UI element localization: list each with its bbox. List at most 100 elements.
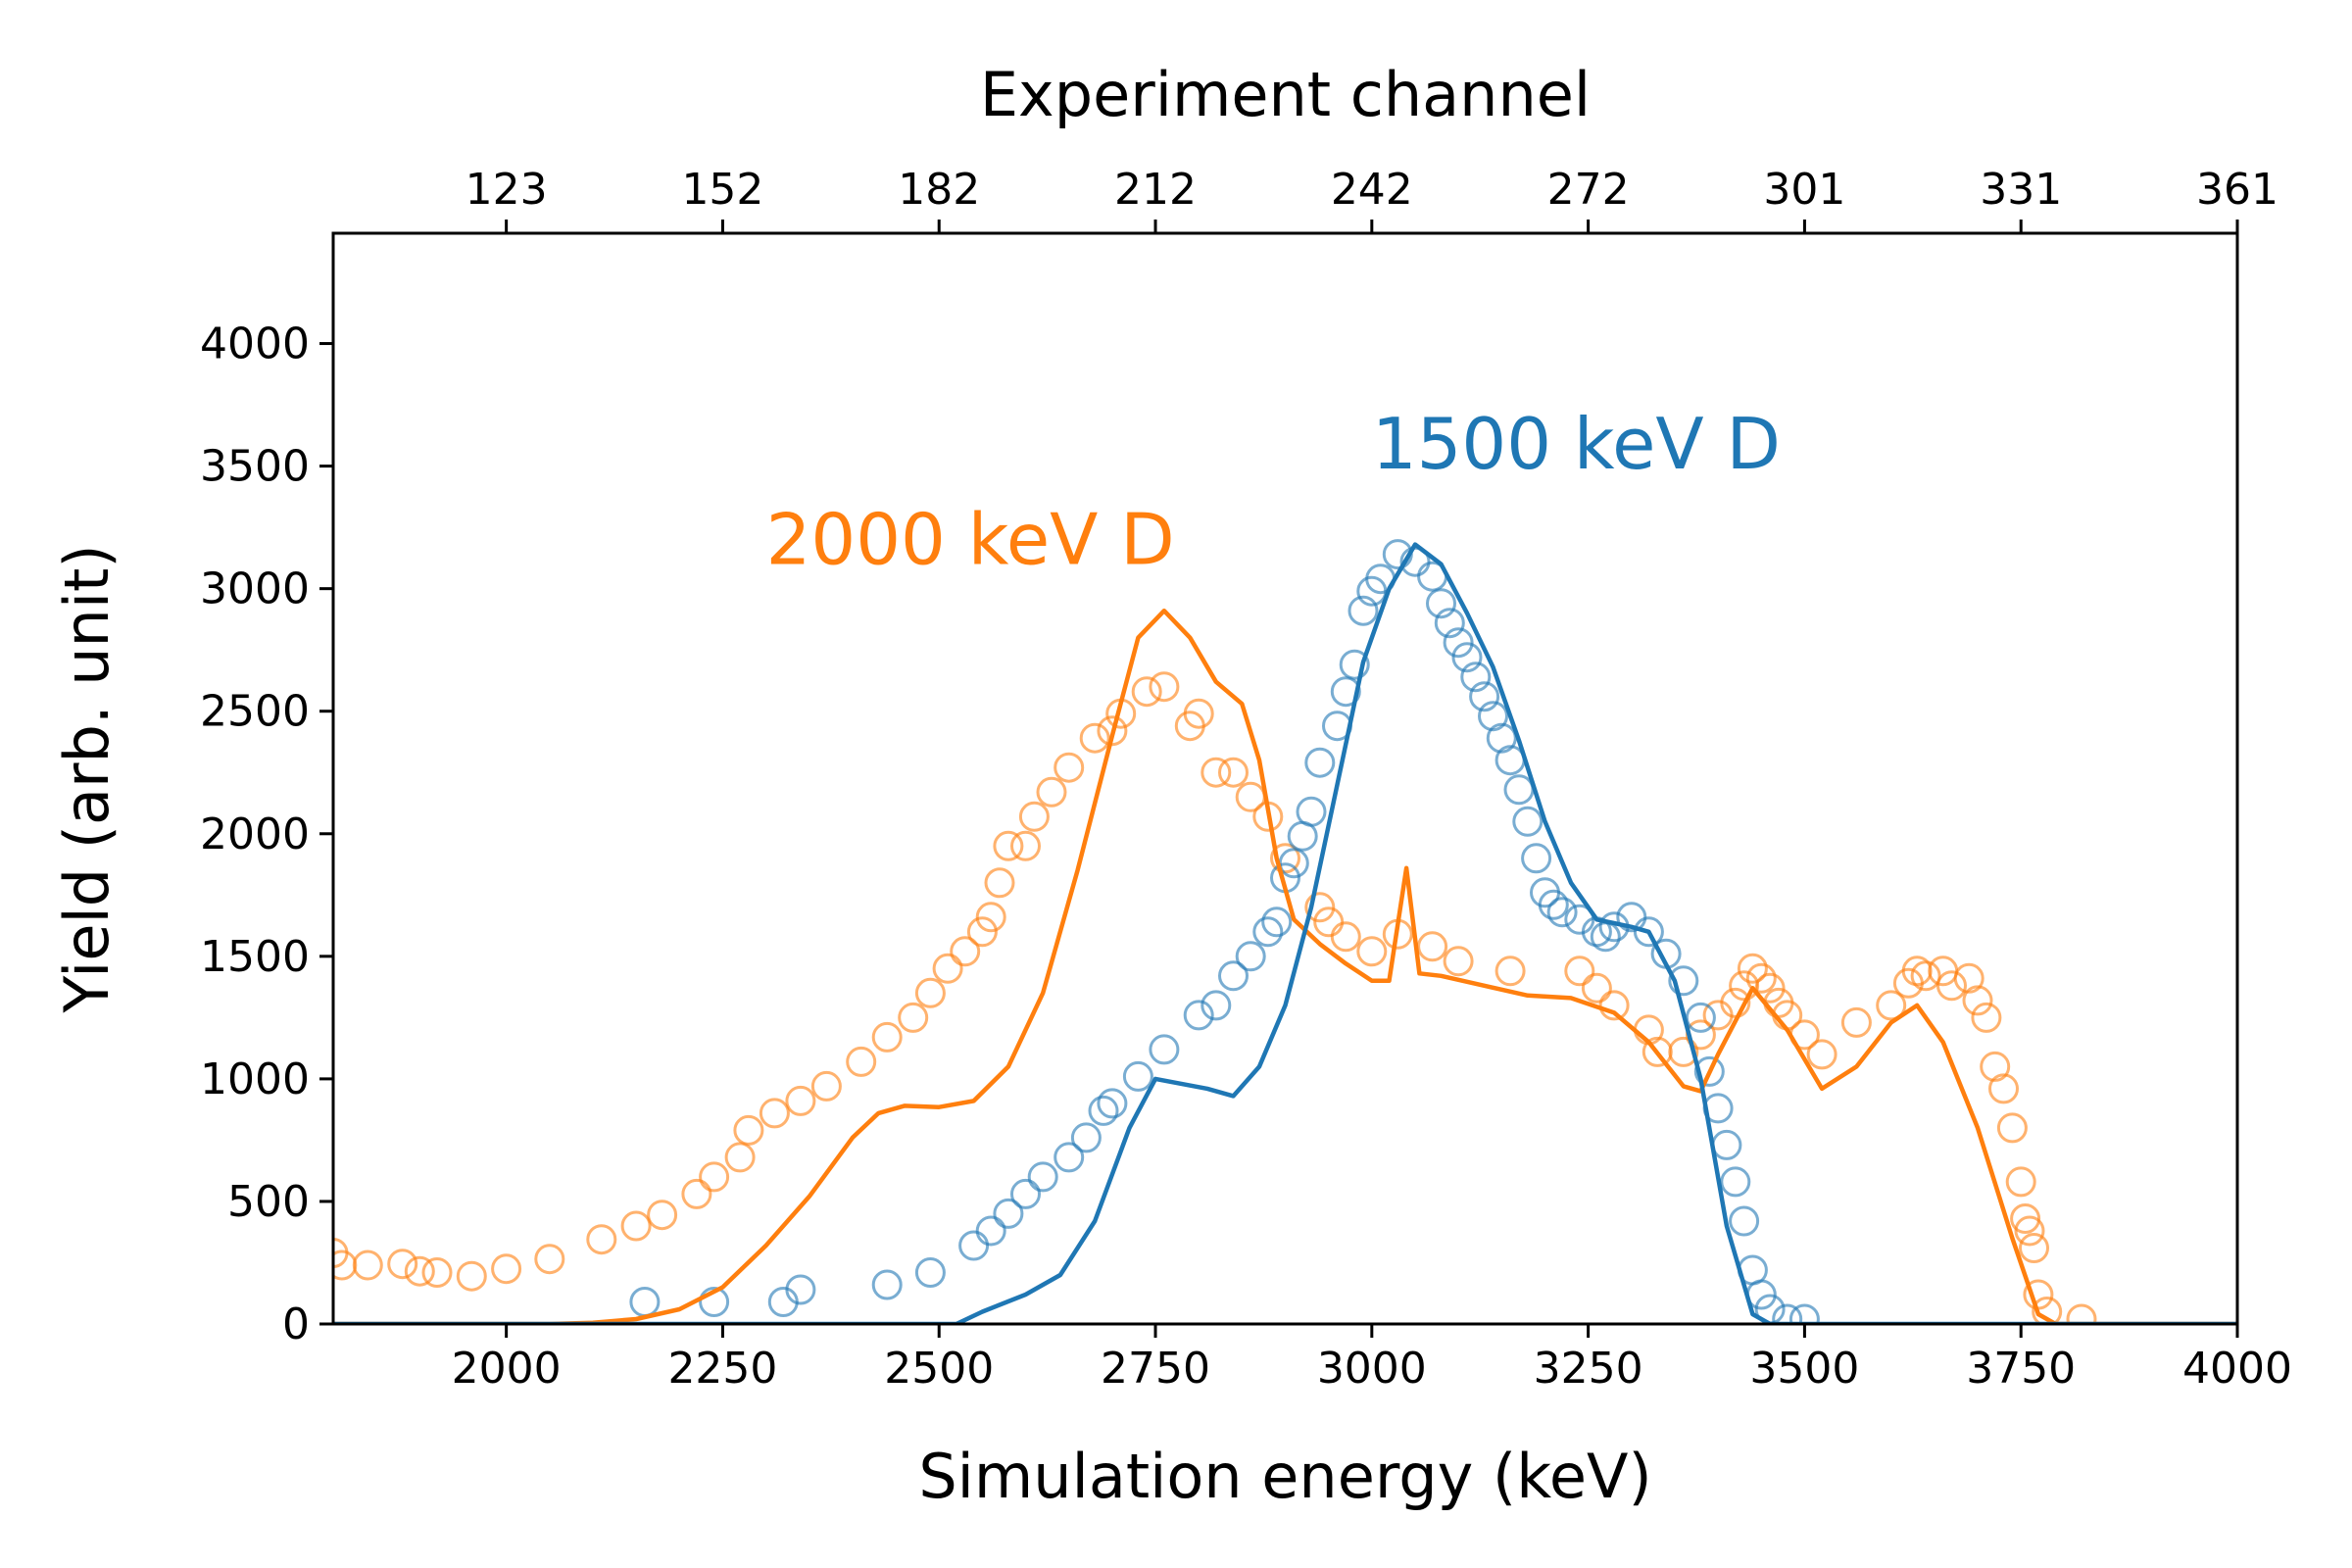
series-annotations: 2000 keV D 1500 keV D — [766, 403, 1781, 581]
experiment-point-1500-kev-d-11 — [1054, 1142, 1085, 1173]
experiment-point-1500-kev-d-26 — [1296, 796, 1327, 827]
experiment-point-2000-kev-d-39 — [1183, 698, 1214, 729]
experiment-point-2000-kev-d-13 — [699, 1161, 730, 1193]
experiment-point-2000-kev-d-26 — [975, 902, 1006, 933]
experiment-point-1500-kev-d-15 — [1122, 1060, 1153, 1092]
experiment-point-1500-kev-d-27 — [1304, 747, 1336, 778]
experiment-point-1500-kev-d-60 — [1685, 1002, 1716, 1033]
y-tick-label-1000: 1000 — [200, 1054, 310, 1104]
experiment-point-2000-kev-d-37 — [1149, 671, 1180, 703]
experiment-point-1500-kev-d-5 — [914, 1257, 946, 1288]
experiment-point-1500-kev-d-3 — [785, 1274, 816, 1305]
experiment-point-2000-kev-d-18 — [810, 1070, 842, 1102]
experiment-point-2000-kev-d-4 — [404, 1255, 435, 1287]
x-tick-label-3250: 3250 — [1534, 1344, 1643, 1394]
experiment-point-2000-kev-d-45 — [1304, 892, 1336, 923]
annotation-2000-kev-d: 2000 keV D — [766, 499, 1175, 581]
experiment-point-1500-kev-d-18 — [1200, 990, 1232, 1021]
experiment-point-2000-kev-d-20 — [871, 1021, 903, 1053]
experiment-point-1500-kev-d-29 — [1330, 676, 1361, 708]
x-tick-label-2750: 2750 — [1101, 1344, 1210, 1394]
top-tick-label-361: 361 — [2196, 165, 2278, 215]
experiment-point-2000-kev-d-48 — [1356, 936, 1388, 967]
experiment-point-2000-kev-d-19 — [846, 1046, 877, 1077]
experiment-point-2000-kev-d-10 — [620, 1210, 652, 1242]
experiment-point-2000-kev-d-5 — [421, 1257, 453, 1288]
experiment-point-2000-kev-d-89 — [2066, 1303, 2097, 1324]
experiment-point-2000-kev-d-40 — [1200, 757, 1232, 788]
y-tick-label-500: 500 — [227, 1177, 310, 1227]
y-tick-label-2000: 2000 — [200, 809, 310, 859]
experiment-point-1500-kev-d-14 — [1097, 1088, 1128, 1119]
x-tick-label-2250: 2250 — [667, 1344, 777, 1394]
top-tick-label-272: 272 — [1547, 165, 1630, 215]
experiment-point-2000-kev-d-22 — [914, 977, 946, 1008]
experiment-point-2000-kev-d-86 — [2019, 1233, 2049, 1263]
experiment-point-2000-kev-d-79 — [1971, 1002, 2002, 1033]
experiment-point-1500-kev-d-12 — [1070, 1122, 1102, 1153]
experiment-point-2000-kev-d-71 — [1876, 990, 1907, 1021]
top-tick-label-212: 212 — [1114, 165, 1197, 215]
experiment-point-1500-kev-d-38 — [1434, 608, 1465, 639]
experiment-point-2000-kev-d-29 — [1010, 830, 1041, 861]
experiment-point-2000-kev-d-24 — [950, 936, 981, 967]
experiment-point-2000-kev-d-6 — [456, 1260, 487, 1292]
experiment-point-2000-kev-d-2 — [352, 1250, 383, 1281]
top-tick-label-301: 301 — [1763, 165, 1845, 215]
experiment-point-2000-kev-d-74 — [1910, 960, 1941, 992]
experiment-point-1500-kev-d-1 — [699, 1287, 730, 1317]
experiment-point-1500-kev-d-31 — [1348, 595, 1379, 626]
experiment-point-2000-kev-d-77 — [1953, 962, 1984, 994]
experiment-point-2000-kev-d-85 — [2014, 1215, 2045, 1247]
experiment-point-2000-kev-d-15 — [733, 1114, 764, 1146]
plot-series — [333, 539, 2237, 1324]
experiment-point-2000-kev-d-54 — [1581, 972, 1612, 1004]
experiment-point-1500-kev-d-61 — [1693, 1055, 1725, 1087]
experiment-point-2000-kev-d-84 — [2010, 1203, 2041, 1234]
axes-frame — [331, 231, 2239, 1326]
simulation-line-2000-kev-d — [333, 608, 2237, 1324]
experiment-point-2000-kev-d-83 — [2005, 1166, 2036, 1198]
experiment-point-1500-kev-d-7 — [975, 1215, 1006, 1247]
experiment-point-2000-kev-d-80 — [1980, 1051, 2011, 1082]
experiment-point-2000-kev-d-55 — [1598, 990, 1630, 1021]
experiment-point-2000-kev-d-9 — [586, 1224, 617, 1255]
experiment-point-2000-kev-d-16 — [759, 1098, 790, 1129]
y-tick-label-2500: 2500 — [200, 687, 310, 737]
x-tick-label-2000: 2000 — [452, 1344, 562, 1394]
y-tick-label-3000: 3000 — [200, 564, 310, 614]
y-tick-label-4000: 4000 — [200, 319, 310, 369]
experiment-point-2000-kev-d-8 — [534, 1244, 565, 1275]
experiment-point-1500-kev-d-64 — [1720, 1166, 1751, 1198]
experiment-point-1500-kev-d-10 — [1027, 1161, 1058, 1193]
experiment-point-2000-kev-d-11 — [647, 1200, 678, 1231]
experiment-point-2000-kev-d-76 — [1936, 970, 1967, 1002]
experiment-point-2000-kev-d-23 — [932, 953, 963, 984]
experiment-point-1500-kev-d-9 — [1010, 1178, 1041, 1209]
experiment-point-1500-kev-d-51 — [1546, 897, 1578, 928]
experiment-point-1500-kev-d-57 — [1633, 916, 1664, 948]
x-tick-label-3500: 3500 — [1749, 1344, 1859, 1394]
experiment-point-2000-kev-d-12 — [681, 1178, 712, 1209]
experiment-point-2000-kev-d-21 — [898, 1002, 929, 1033]
experiment-point-2000-kev-d-78 — [1962, 985, 1993, 1016]
experiment-point-1500-kev-d-4 — [871, 1269, 903, 1300]
experiment-point-2000-kev-d-47 — [1330, 921, 1361, 953]
top-tick-label-242: 242 — [1331, 165, 1413, 215]
experiment-point-1500-kev-d-20 — [1235, 941, 1266, 972]
experiment-point-1500-kev-d-44 — [1486, 722, 1517, 754]
top-axis-label: Experiment channel — [980, 59, 1591, 130]
x-tick-label-2500: 2500 — [884, 1344, 994, 1394]
experiment-point-2000-kev-d-17 — [785, 1085, 816, 1116]
experiment-point-1500-kev-d-70 — [1788, 1303, 1820, 1324]
top-tick-label-152: 152 — [681, 165, 763, 215]
experiment-point-1500-kev-d-22 — [1261, 906, 1293, 938]
experiment-point-2000-kev-d-88 — [2032, 1297, 2063, 1324]
experiment-point-2000-kev-d-81 — [1988, 1073, 2019, 1104]
experiment-point-2000-kev-d-64 — [1745, 962, 1777, 994]
experiment-point-2000-kev-d-30 — [1018, 801, 1050, 832]
top-tick-label-331: 331 — [1980, 165, 2062, 215]
experiment-point-1500-kev-d-17 — [1183, 1000, 1214, 1031]
experiment-point-1500-kev-d-37 — [1426, 588, 1456, 619]
experiment-point-1500-kev-d-42 — [1469, 681, 1500, 712]
